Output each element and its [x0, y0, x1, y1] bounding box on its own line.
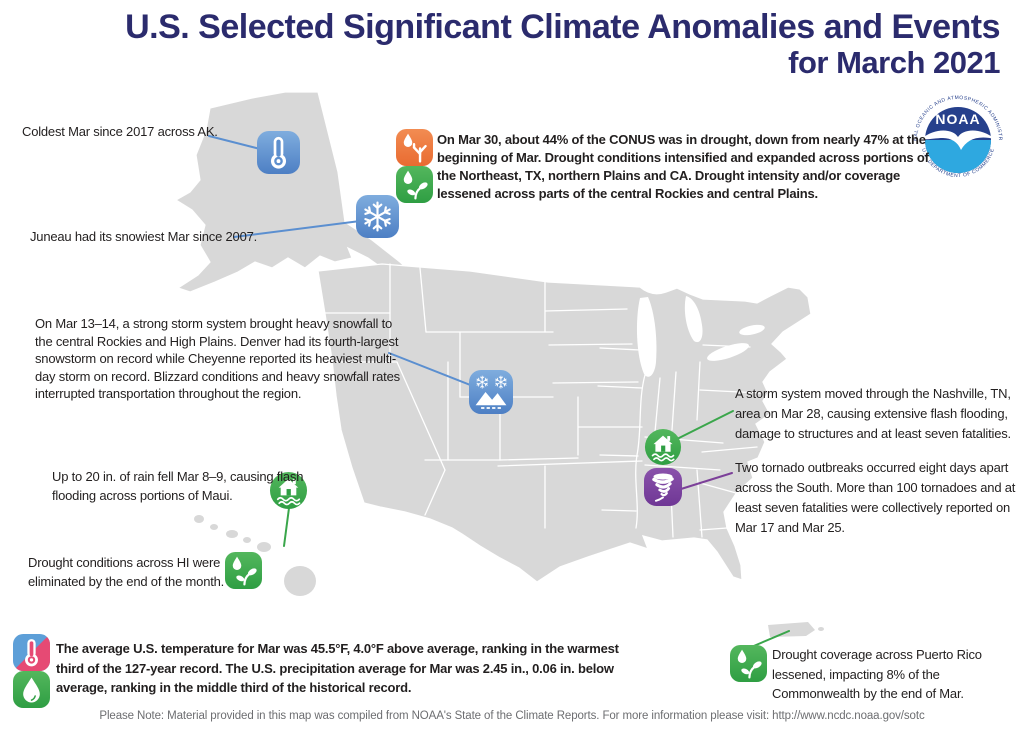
title-line-1: U.S. Selected Significant Climate Anomal…	[125, 8, 1000, 46]
precipitation-droplet-icon	[13, 671, 50, 708]
annotation-tornado-outbreaks: Two tornado outbreaks occurred eight day…	[735, 460, 1016, 535]
conus-map	[317, 263, 812, 583]
annotation-rockies-storm: On Mar 13–14, a strong storm system brou…	[35, 316, 400, 401]
noaa-acronym: NOAA	[935, 111, 980, 127]
leader-maui	[283, 507, 290, 547]
drought-lessened-icon	[730, 645, 767, 682]
leader-juneau	[233, 219, 369, 238]
flash-flood-icon	[644, 428, 682, 466]
title-line-2: for March 2021	[788, 45, 1000, 81]
annotation-ak-cold: Coldest Mar since 2017 across AK.	[22, 124, 218, 139]
hawaii-islands	[194, 515, 316, 596]
warm-thermometer-icon	[13, 634, 50, 671]
drought-intensified-icon	[396, 129, 433, 166]
snowflake-icon	[356, 195, 399, 238]
drought-lessened-icon	[396, 166, 433, 203]
annotation-conus-drought: On Mar 30, about 44% of the CONUS was in…	[437, 132, 929, 201]
leader-tornado	[680, 472, 733, 490]
footer-note: Please Note: Material provided in this m…	[99, 710, 925, 722]
cold-thermometer-icon	[257, 131, 300, 174]
leader-nashville	[676, 410, 734, 440]
annotation-us-averages: The average U.S. temperature for Mar was…	[56, 641, 619, 695]
annotation-pr-drought: Drought coverage across Puerto Rico less…	[772, 647, 982, 701]
annotation-juneau-snow: Juneau had its snowiest Mar since 2007.	[30, 229, 258, 244]
puerto-rico-map	[768, 622, 824, 637]
state-borders	[324, 263, 761, 538]
annotation-maui-rain: Up to 20 in. of rain fell Mar 8–9, causi…	[52, 469, 304, 503]
tornado-icon	[644, 468, 682, 506]
blizzard-icon	[469, 370, 513, 414]
leader-blizzard	[388, 352, 484, 391]
annotation-hi-drought: Drought conditions across HI were elimin…	[28, 555, 225, 589]
great-lakes	[636, 296, 765, 377]
annotation-nashville-flood: A storm system moved through the Nashvil…	[735, 386, 1011, 441]
page-title: U.S. Selected Significant Climate Anomal…	[125, 8, 1000, 81]
